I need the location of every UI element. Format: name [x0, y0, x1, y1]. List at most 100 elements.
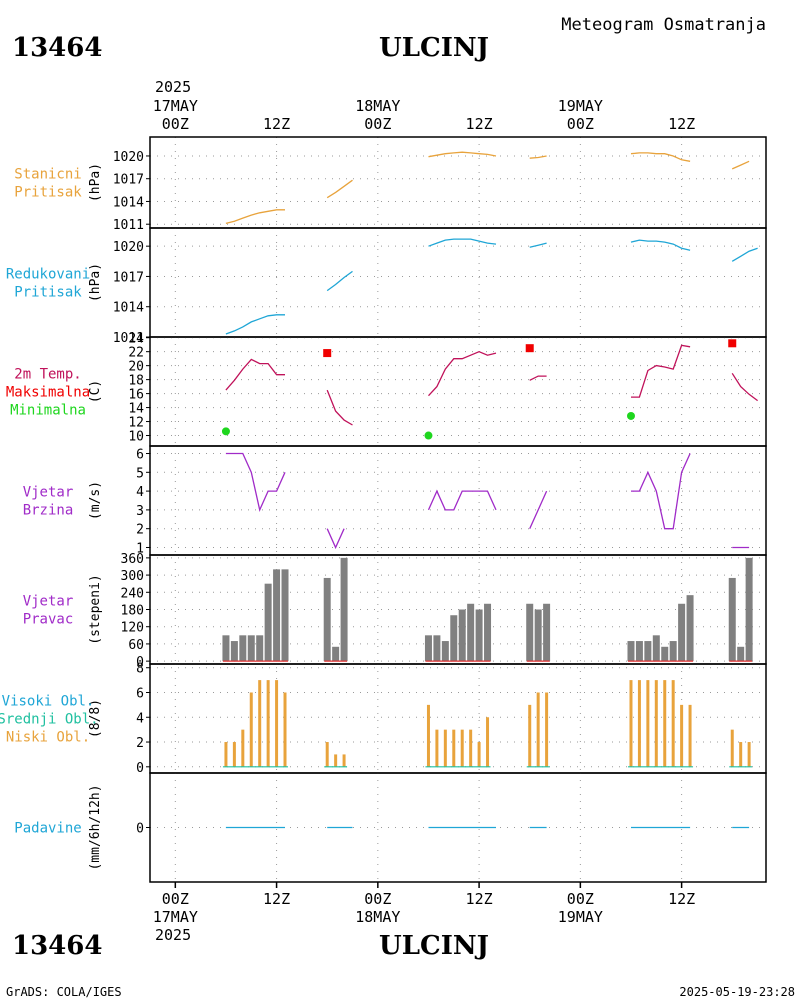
series-line: [529, 242, 547, 248]
plot-area: [222, 680, 753, 768]
footer-timestamp: 2025-05-19-23:28: [679, 985, 795, 999]
plot-area: [225, 452, 750, 550]
y-tick-label: 1014: [113, 195, 144, 210]
y-tick-label: 22: [128, 346, 144, 361]
panel-label: Niski Obl.: [6, 730, 90, 746]
wind-direction-bar: [686, 595, 694, 662]
panel-label: Vjetar: [23, 594, 74, 610]
panel-label: Srednji Obl.: [0, 712, 99, 728]
cloud-bar: [435, 729, 439, 767]
series-line: [529, 375, 547, 381]
cloud-bar: [739, 742, 743, 767]
wind-direction-bar: [433, 635, 441, 662]
panel-frame: [149, 136, 767, 229]
y-tick-label: 4: [136, 711, 144, 726]
series-line: [427, 489, 497, 511]
footer-credit: GrADS: COLA/IGES: [6, 985, 122, 999]
wind-direction-bar: [323, 577, 331, 662]
station-id-bottom: 13464: [12, 931, 102, 961]
y-tick-label: 3: [136, 504, 144, 519]
cloud-bar: [241, 729, 245, 767]
cloud-bar: [528, 704, 532, 767]
cloud-bar: [258, 680, 262, 767]
y-tick-label: 0: [136, 655, 144, 670]
series-line: [529, 155, 547, 159]
tmax-marker: [728, 339, 737, 348]
y-axis-label: (stepeni): [88, 574, 103, 644]
y-tick-label: 14: [128, 402, 144, 417]
cloud-bar: [232, 742, 236, 767]
wind-direction-bar: [281, 569, 289, 662]
cloud-bar: [469, 729, 473, 767]
y-tick-label: 1: [136, 541, 144, 556]
series-line: [428, 350, 497, 397]
cloud-bar: [224, 742, 228, 767]
wind-direction-bar: [222, 635, 230, 662]
wind-direction-bar: [332, 646, 340, 662]
station-name-bottom: ULCINJ: [379, 931, 489, 961]
panel-wind_direction: 0 60 120 180 240 300 360 (stepeni) Vjetar Pravac: [23, 552, 767, 670]
bottom-hour-label: 12Z: [466, 890, 493, 908]
panel-frame: [149, 772, 767, 883]
series-line: [731, 160, 750, 170]
wind-direction-bar: [264, 583, 272, 662]
plot-area: [225, 238, 758, 335]
series-line: [631, 453, 691, 530]
cloud-bar: [536, 692, 540, 767]
cloud-bar: [654, 680, 658, 767]
cloud-bar: [730, 729, 734, 767]
cloud-bar: [452, 729, 456, 767]
series-line: [631, 344, 691, 398]
plot-area: [221, 339, 758, 440]
wind-direction-bar: [526, 603, 534, 662]
y-tick-label: 20: [128, 360, 144, 375]
y-tick-label: 120: [121, 621, 144, 636]
wind-direction-bar: [467, 603, 475, 662]
panel-grid: [150, 137, 766, 228]
y-axis-label: (8/8): [88, 699, 103, 738]
cloud-bar: [486, 717, 490, 767]
wind-direction-bar: [340, 557, 348, 662]
tmin-marker: [221, 427, 230, 436]
panel-reduced_pressure: 1011 1014 1017 1020 (hPa)Redukovani Pritisak: [6, 227, 767, 346]
top-hour-label: 12Z: [466, 115, 493, 133]
bottom-date-label: 17MAY: [153, 908, 198, 926]
y-tick-label: 0: [136, 822, 144, 837]
panel-grid: [150, 446, 766, 555]
bottom-hour-label: 00Z: [567, 890, 594, 908]
wind-direction-bar: [543, 603, 551, 662]
y-tick-label: 1020: [113, 240, 144, 255]
cloud-bar: [334, 754, 338, 767]
y-tick-label: 2: [136, 523, 144, 538]
panel-label: Redukovani: [6, 267, 90, 283]
y-tick-label: 10: [128, 430, 144, 445]
wind-direction-bar: [669, 641, 677, 662]
y-tick-label: 180: [121, 604, 144, 619]
panel-label: Minimalna: [10, 403, 86, 419]
wind-direction-bar: [239, 635, 247, 662]
wind-direction-bar: [458, 609, 466, 662]
tmax-marker: [323, 349, 332, 358]
y-tick-label: 4: [136, 485, 144, 500]
y-tick-label: 12: [128, 416, 144, 431]
cloud-bar: [460, 729, 464, 767]
chart-panels: 1011101410171020(hPa)StanicniPritisak101…: [0, 136, 767, 883]
panel-grid: [150, 337, 766, 446]
bottom-date-label: 18MAY: [355, 908, 400, 926]
tmin-marker: [626, 411, 635, 420]
bottom-hour-label: 00Z: [162, 890, 189, 908]
cloud-bar: [325, 742, 329, 767]
panel-label: Stanicni: [14, 167, 81, 183]
panel-precipitation: 0 (mm/6h/12h) Padavine: [14, 772, 767, 883]
cloud-bar: [477, 742, 481, 767]
y-tick-label: 6: [136, 448, 144, 463]
series-line: [731, 247, 758, 262]
panel-label: 2m Temp.: [14, 367, 81, 383]
tmin-marker: [424, 431, 433, 440]
panel-label: Brzina: [23, 503, 74, 519]
y-tick-label: 16: [128, 388, 144, 403]
